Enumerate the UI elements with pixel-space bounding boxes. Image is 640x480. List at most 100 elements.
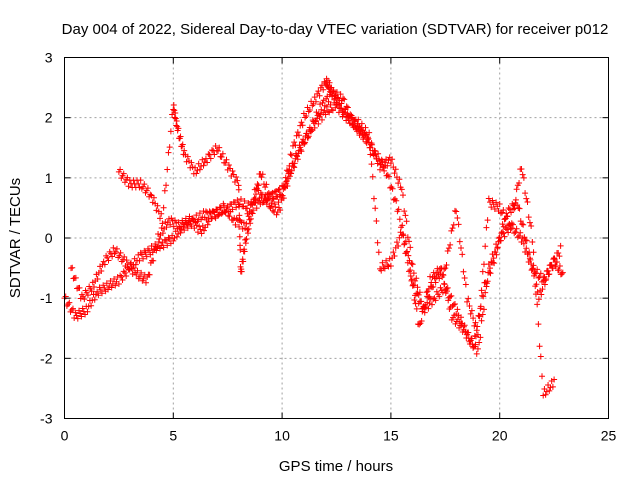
data-point-marker bbox=[401, 208, 408, 215]
data-point-marker bbox=[436, 293, 443, 300]
data-point-marker bbox=[142, 249, 149, 256]
data-point-marker bbox=[443, 262, 450, 269]
data-point-marker bbox=[430, 283, 437, 290]
data-point-marker bbox=[262, 184, 269, 191]
data-point-marker bbox=[557, 242, 564, 249]
data-point-marker bbox=[378, 267, 385, 274]
data-point-marker bbox=[140, 183, 147, 190]
data-point-marker bbox=[296, 132, 303, 139]
data-point-marker bbox=[485, 195, 492, 202]
data-point-marker bbox=[406, 268, 413, 275]
data-point-marker bbox=[494, 244, 501, 251]
data-point-marker bbox=[460, 323, 467, 330]
data-point-marker bbox=[535, 321, 542, 328]
data-point-marker bbox=[299, 122, 306, 129]
data-point-marker bbox=[117, 249, 124, 256]
data-point-marker bbox=[298, 119, 305, 126]
data-point-marker bbox=[147, 191, 154, 198]
data-point-marker bbox=[518, 165, 525, 172]
data-point-marker bbox=[302, 114, 309, 121]
data-point-marker bbox=[382, 162, 389, 169]
data-point-marker bbox=[468, 335, 475, 342]
data-point-marker bbox=[160, 244, 167, 251]
data-point-marker bbox=[142, 279, 149, 286]
data-point-marker bbox=[171, 107, 178, 114]
x-tick-label: 15 bbox=[383, 428, 399, 444]
data-point-marker bbox=[403, 218, 410, 225]
data-point-marker bbox=[295, 150, 302, 157]
data-point-marker bbox=[138, 251, 145, 258]
data-point-marker bbox=[268, 203, 275, 210]
data-point-marker bbox=[366, 129, 373, 136]
data-point-marker bbox=[473, 350, 480, 357]
data-point-marker bbox=[164, 242, 171, 249]
data-point-marker bbox=[241, 198, 248, 205]
data-point-marker bbox=[473, 327, 480, 334]
data-point-marker bbox=[179, 141, 186, 148]
data-point-marker bbox=[76, 307, 83, 314]
data-point-marker bbox=[493, 199, 500, 206]
y-tick-label: -2 bbox=[40, 350, 53, 366]
data-point-marker bbox=[235, 186, 242, 193]
data-point-marker bbox=[73, 312, 80, 319]
data-point-marker bbox=[546, 387, 553, 394]
data-point-marker bbox=[98, 268, 105, 275]
data-point-marker bbox=[484, 217, 491, 224]
data-point-marker bbox=[539, 286, 546, 293]
data-point-marker bbox=[90, 283, 97, 290]
data-point-marker bbox=[444, 248, 451, 255]
data-point-marker bbox=[282, 178, 289, 185]
data-point-marker bbox=[130, 265, 137, 272]
data-point-marker bbox=[486, 269, 493, 276]
data-point-marker bbox=[340, 95, 347, 102]
data-point-marker bbox=[156, 236, 163, 243]
data-point-marker bbox=[215, 147, 222, 154]
data-point-marker bbox=[166, 144, 173, 151]
data-point-marker bbox=[416, 321, 423, 328]
data-point-marker bbox=[163, 237, 170, 244]
data-point-marker bbox=[513, 225, 520, 232]
data-point-marker bbox=[534, 301, 541, 308]
data-point-marker bbox=[492, 249, 499, 256]
data-point-marker bbox=[238, 268, 245, 275]
data-point-marker bbox=[171, 217, 178, 224]
data-point-marker bbox=[552, 259, 559, 266]
data-point-marker bbox=[115, 281, 122, 288]
data-point-marker bbox=[212, 143, 219, 150]
data-point-marker bbox=[207, 155, 214, 162]
data-point-marker bbox=[559, 269, 566, 276]
data-point-marker bbox=[78, 313, 85, 320]
data-point-marker bbox=[387, 263, 394, 270]
data-point-marker bbox=[267, 191, 274, 198]
data-point-marker bbox=[184, 221, 191, 228]
series-track-a bbox=[61, 99, 566, 357]
data-point-marker bbox=[516, 205, 523, 212]
data-point-marker bbox=[138, 269, 145, 276]
x-tick-label: 20 bbox=[492, 428, 508, 444]
data-point-marker bbox=[447, 304, 454, 311]
data-point-marker bbox=[520, 240, 527, 247]
data-point-marker bbox=[265, 194, 272, 201]
data-point-marker bbox=[497, 237, 504, 244]
data-point-marker bbox=[483, 224, 490, 231]
data-point-marker bbox=[462, 281, 469, 288]
data-point-marker bbox=[232, 221, 239, 228]
data-point-marker bbox=[512, 229, 519, 236]
data-point-marker bbox=[215, 211, 222, 218]
data-point-marker bbox=[279, 195, 286, 202]
data-point-marker bbox=[172, 109, 179, 116]
data-point-marker bbox=[516, 180, 523, 187]
data-point-marker bbox=[517, 229, 524, 236]
data-point-marker bbox=[396, 216, 403, 223]
data-point-marker bbox=[351, 117, 358, 124]
data-point-marker bbox=[402, 250, 409, 257]
data-point-marker bbox=[362, 138, 369, 145]
data-point-marker bbox=[88, 302, 95, 309]
data-point-marker bbox=[94, 288, 101, 295]
x-tick-label: 10 bbox=[274, 428, 290, 444]
data-point-marker bbox=[237, 196, 244, 203]
data-point-marker bbox=[471, 322, 478, 329]
data-point-marker bbox=[136, 273, 143, 280]
series-track-b bbox=[68, 87, 564, 350]
data-point-marker bbox=[100, 258, 107, 265]
